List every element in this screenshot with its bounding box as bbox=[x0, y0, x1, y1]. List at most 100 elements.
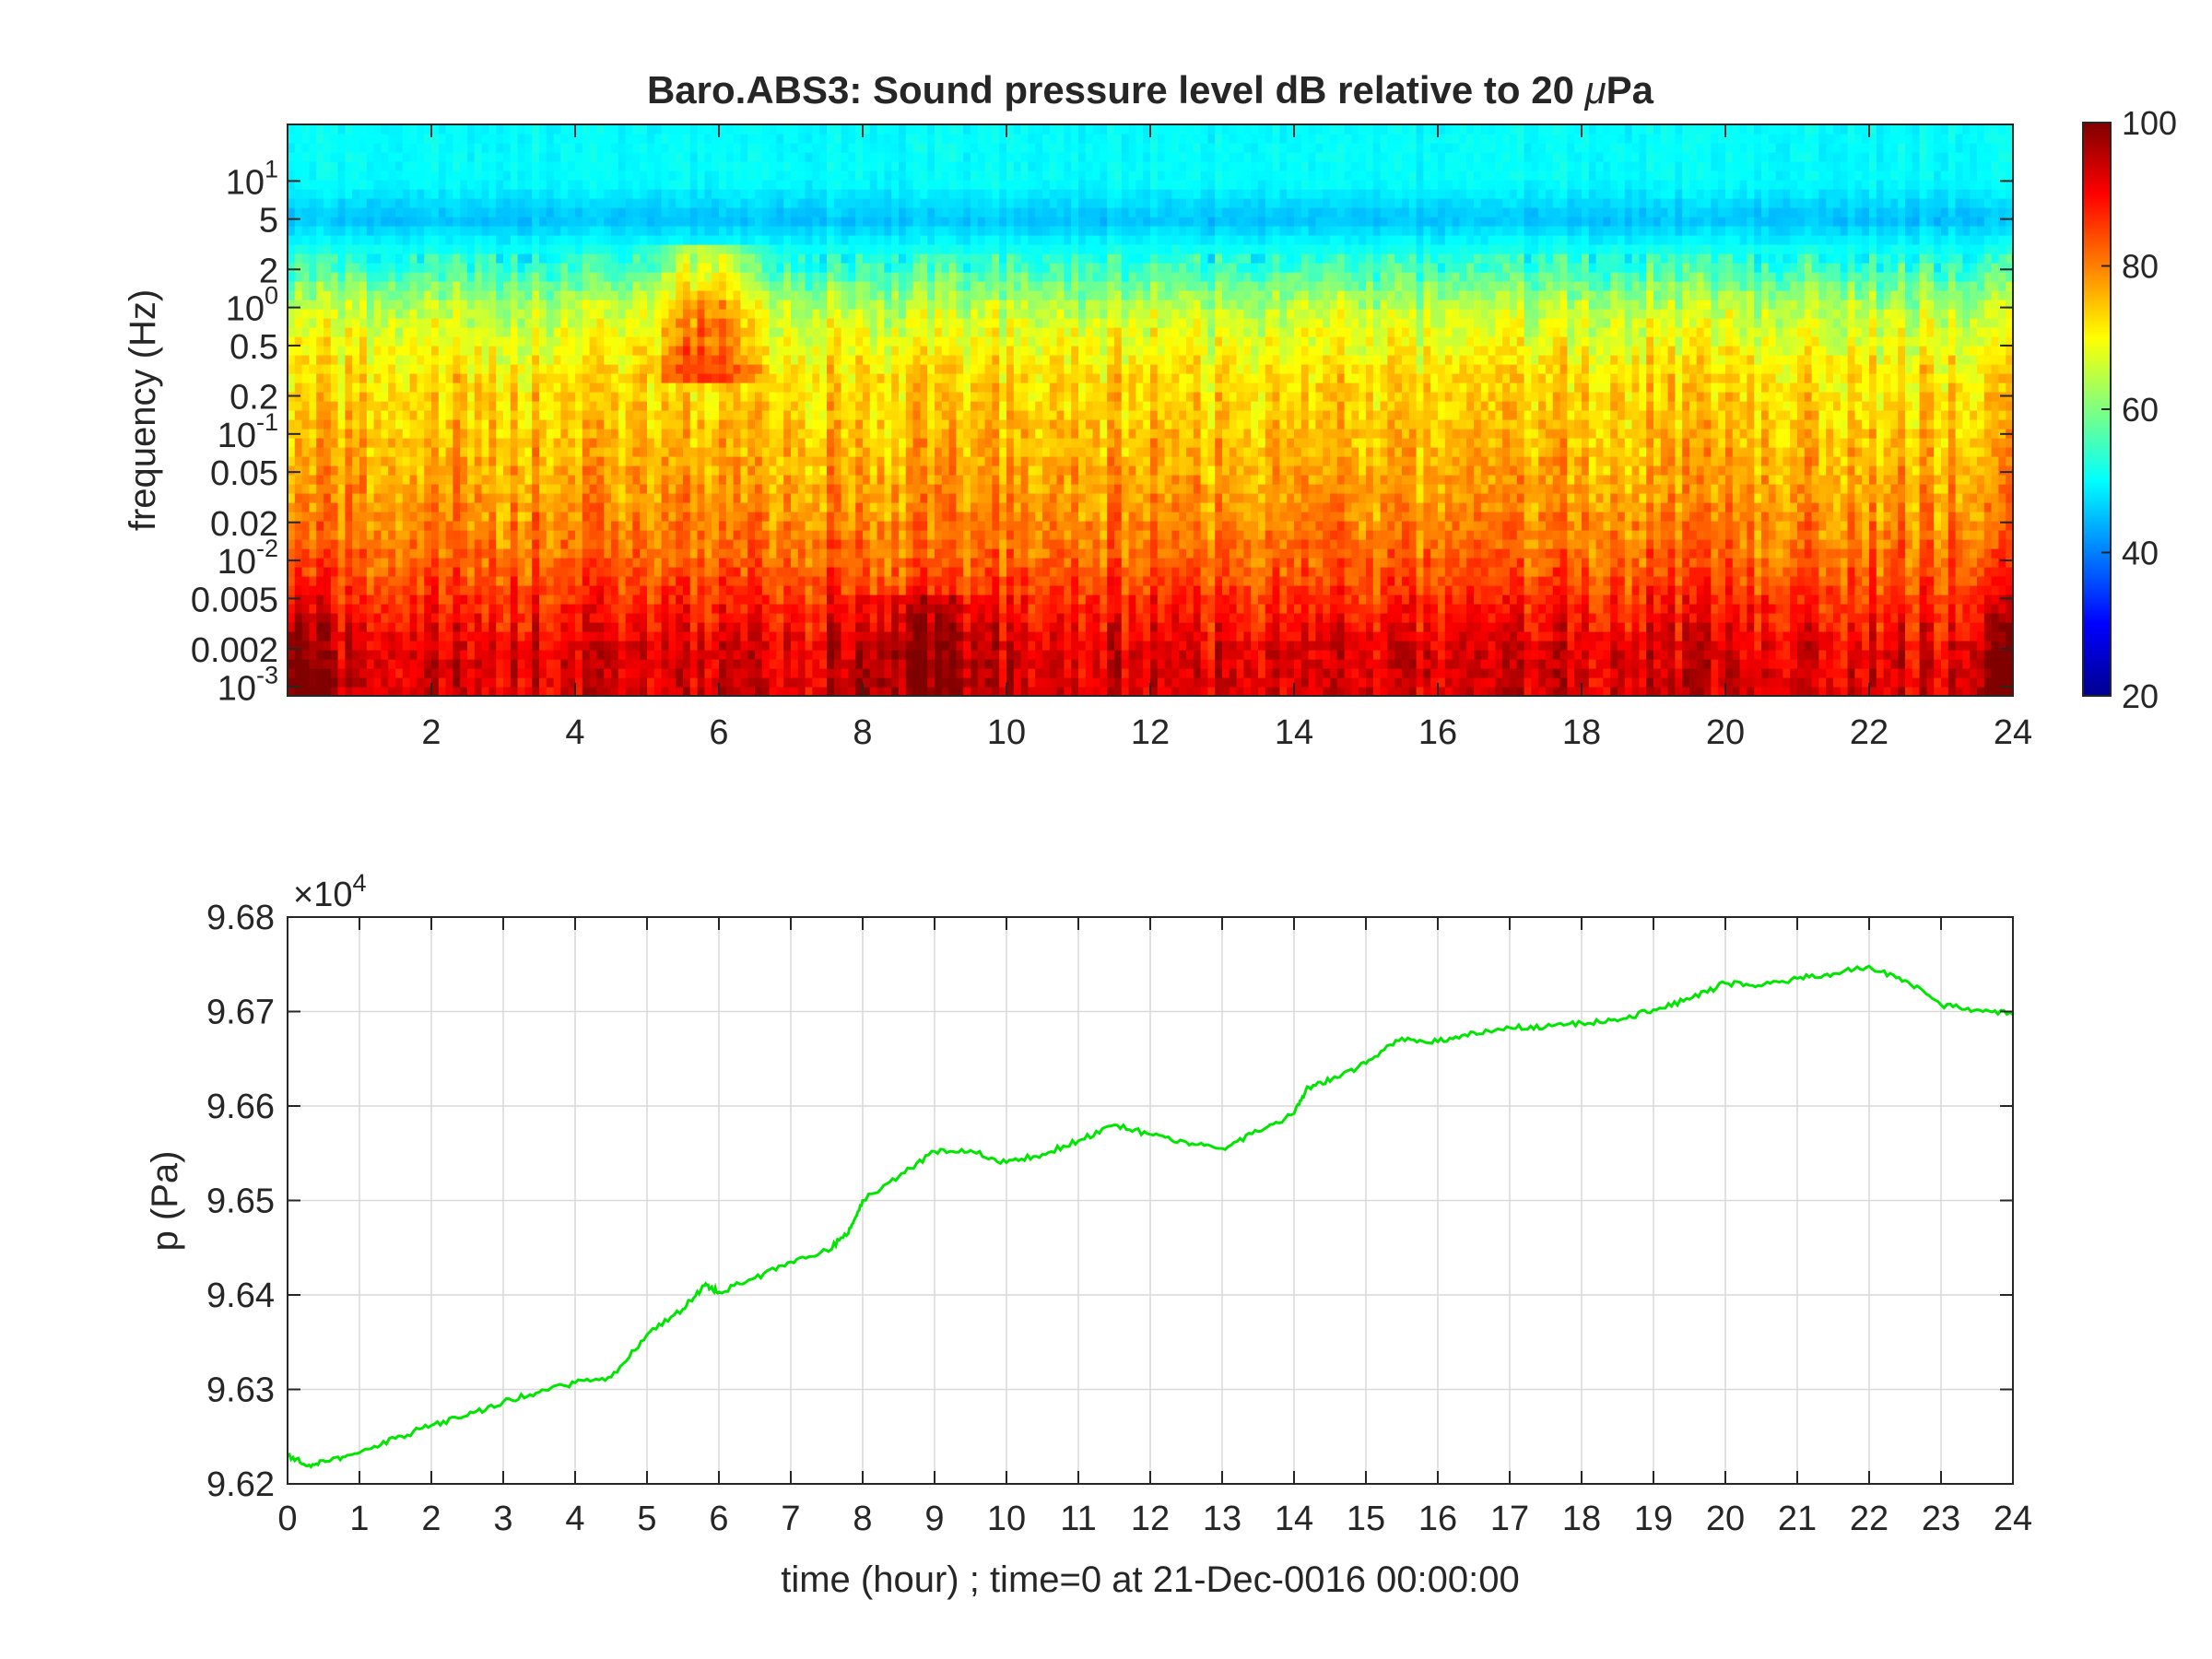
spectrogram-cell bbox=[582, 493, 591, 503]
spectrogram-cell bbox=[791, 124, 799, 135]
spectrogram-cell bbox=[855, 677, 864, 688]
spectrogram-cell bbox=[747, 143, 756, 153]
spectrogram-cell bbox=[791, 429, 799, 439]
spectrogram-cell bbox=[827, 309, 835, 319]
spectrogram-cell bbox=[481, 327, 489, 337]
spectrogram-cell bbox=[366, 152, 375, 162]
spectrogram-cell bbox=[474, 309, 483, 319]
spectrogram-cell bbox=[288, 659, 296, 669]
spectrogram-cell bbox=[855, 567, 864, 577]
spectrogram-cell bbox=[769, 198, 777, 208]
spectrogram-cell bbox=[668, 484, 677, 494]
spectrogram-cell bbox=[747, 171, 756, 181]
spectrogram-cell bbox=[301, 290, 310, 300]
spectrogram-cell bbox=[812, 364, 820, 374]
spectrogram-cell bbox=[409, 318, 418, 328]
spectrogram-cell bbox=[388, 484, 396, 494]
spectrogram-cell bbox=[474, 382, 483, 393]
spectrogram-cell bbox=[575, 677, 583, 688]
spectrogram-cell bbox=[611, 594, 619, 605]
spectrogram-cell bbox=[373, 373, 382, 383]
spectrogram-cell bbox=[294, 189, 303, 199]
spectrogram-cell bbox=[453, 327, 461, 337]
spectrogram-cell bbox=[481, 207, 489, 218]
spectrogram-cell bbox=[546, 558, 555, 568]
spectrogram-cell bbox=[488, 124, 497, 135]
spectrogram-cell bbox=[725, 429, 735, 439]
spectrogram-cell bbox=[424, 512, 432, 522]
spectrogram-cell bbox=[740, 484, 748, 494]
spectrogram-cell bbox=[424, 217, 432, 227]
spectrogram-cell bbox=[288, 355, 296, 365]
spectrogram-cell bbox=[668, 493, 677, 503]
spectrogram-cell bbox=[769, 604, 777, 614]
spectrogram-cell bbox=[352, 493, 360, 503]
spectrogram-cell bbox=[647, 309, 655, 319]
spectrogram-cell bbox=[812, 585, 820, 595]
spectrogram-cell bbox=[805, 475, 813, 485]
spectrogram-cell bbox=[725, 161, 735, 171]
spectrogram-cell bbox=[689, 207, 699, 218]
spectrogram-cell bbox=[517, 539, 525, 549]
spectrogram-cell bbox=[632, 272, 641, 282]
spectrogram-cell bbox=[841, 410, 849, 420]
spectrogram-cell bbox=[632, 622, 641, 632]
spectrogram-cell bbox=[632, 373, 641, 383]
spectrogram-cell bbox=[553, 456, 561, 466]
spectrogram-cell bbox=[301, 189, 310, 199]
spectrogram-cell bbox=[337, 244, 346, 254]
spectrogram-cell bbox=[337, 447, 346, 457]
spectrogram-cell bbox=[611, 235, 619, 245]
spectrogram-cell bbox=[474, 318, 483, 328]
spectrogram-cell bbox=[582, 613, 591, 623]
spectrogram-cell bbox=[689, 171, 699, 181]
spectrogram-cell bbox=[819, 429, 828, 439]
spectrogram-cell bbox=[488, 401, 497, 411]
spectrogram-cell bbox=[510, 604, 519, 614]
spectrogram-cell bbox=[805, 659, 813, 669]
spectrogram-cell bbox=[510, 207, 519, 218]
spectrogram-cell bbox=[776, 309, 784, 319]
spectrogram-cell bbox=[733, 207, 741, 218]
spectrogram-cell bbox=[582, 392, 591, 402]
spectrogram-cell bbox=[517, 336, 525, 347]
spectrogram-cell bbox=[783, 171, 792, 181]
spectrogram-cell bbox=[337, 290, 346, 300]
spectrogram-cell bbox=[481, 364, 489, 374]
spectrogram-cell bbox=[582, 272, 591, 282]
spectrogram-cell bbox=[503, 447, 512, 457]
spectrogram-cell bbox=[791, 382, 799, 393]
spectrogram-cell bbox=[632, 447, 641, 457]
spectrogram-cell bbox=[747, 355, 756, 365]
spectrogram-cell bbox=[833, 410, 842, 420]
spectrogram-cell bbox=[337, 346, 346, 356]
spectrogram-cell bbox=[288, 475, 296, 485]
spectrogram-cell bbox=[819, 290, 828, 300]
spectrogram-cell bbox=[668, 650, 677, 660]
spectrogram-cell bbox=[776, 475, 784, 485]
spectrogram-cell bbox=[582, 244, 591, 254]
spectrogram-cell bbox=[366, 493, 375, 503]
spectrogram-cell bbox=[503, 530, 512, 540]
spectrogram-cell bbox=[719, 226, 727, 236]
spectrogram-cell bbox=[596, 161, 605, 171]
spectrogram-cell bbox=[604, 429, 612, 439]
spectrogram-cell bbox=[388, 567, 396, 577]
spectrogram-cell bbox=[848, 677, 856, 688]
spectrogram-cell bbox=[653, 207, 663, 218]
spectrogram-cell bbox=[653, 419, 663, 429]
spectrogram-cell bbox=[625, 512, 633, 522]
spectrogram-cell bbox=[409, 419, 418, 429]
spectrogram-cell bbox=[553, 152, 561, 162]
spectrogram-cell bbox=[352, 585, 360, 595]
spectrogram-cell bbox=[712, 263, 720, 273]
spectrogram-cell bbox=[532, 161, 540, 171]
spectrogram-cell bbox=[488, 668, 497, 678]
spectrogram-cell bbox=[712, 410, 720, 420]
spectrogram-cell bbox=[324, 456, 332, 466]
spectrogram-cell bbox=[812, 484, 820, 494]
spectrogram-cell bbox=[697, 567, 705, 577]
spectrogram-cell bbox=[467, 180, 476, 190]
spectrogram-cell bbox=[546, 512, 555, 522]
spectrogram-cell bbox=[805, 355, 813, 365]
